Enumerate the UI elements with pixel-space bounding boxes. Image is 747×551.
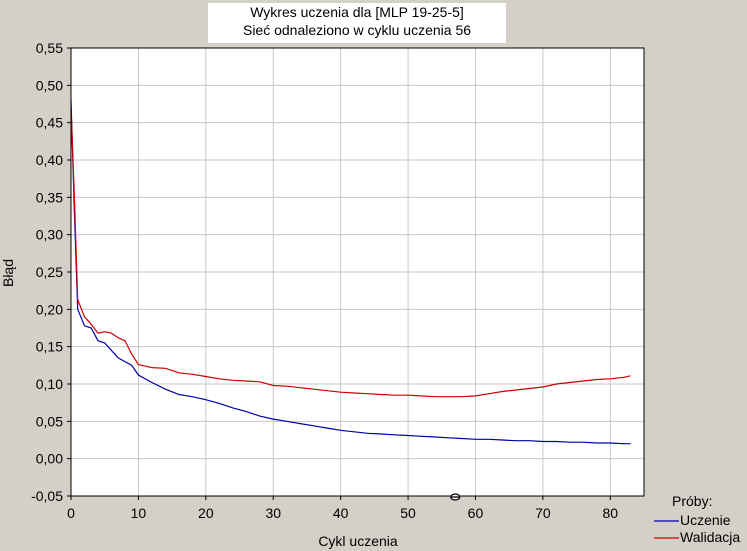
- legend-label-uczenie: Uczenie: [680, 512, 731, 528]
- chart-title-box: Wykres uczenia dla [MLP 19-25-5] Sieć od…: [208, 3, 506, 43]
- x-tick-label: 20: [198, 505, 214, 521]
- y-tick-label: -0,05: [31, 488, 63, 504]
- y-tick-label: 0,55: [36, 40, 63, 56]
- y-tick-label: 0,00: [36, 451, 63, 467]
- series-layer: [70, 100, 631, 445]
- y-tick-label: 0,20: [36, 301, 63, 317]
- y-tick-label: 0,40: [36, 152, 63, 168]
- x-tick-label: 70: [535, 505, 551, 521]
- y-tick-label: 0,25: [36, 264, 63, 280]
- y-tick-label: 0,05: [36, 413, 63, 429]
- legend-title: Próby:: [672, 493, 712, 509]
- y-tick-label: 0,10: [36, 376, 63, 392]
- x-tick-label: 0: [67, 505, 75, 521]
- legend-label-walidacja: Walidacja: [680, 529, 740, 545]
- y-tick-label: 0,35: [36, 189, 63, 205]
- y-tick-label: 0,15: [36, 339, 63, 355]
- series-line-uczenie: [70, 100, 631, 445]
- y-axis-label: Błąd: [0, 259, 16, 287]
- y-tick-label: 0,45: [36, 115, 63, 131]
- marker-layer: [450, 493, 461, 501]
- y-tick-label: 0,50: [36, 77, 63, 93]
- x-tick-label: 80: [603, 505, 619, 521]
- x-tick-label: 30: [265, 505, 281, 521]
- series-line-walidacja: [70, 107, 631, 398]
- x-tick-label: 60: [468, 505, 484, 521]
- chart-title: Wykres uczenia dla [MLP 19-25-5]: [250, 4, 464, 20]
- chart-subtitle: Sieć odnaleziono w cyklu uczenia 56: [242, 22, 472, 38]
- x-tick-label: 40: [333, 505, 349, 521]
- grid: [71, 48, 644, 496]
- ticks: 0 10 20 30 40 50 60 70 80 -0,05 0,00 0,05 0,10 0,15 0,…: [31, 40, 618, 521]
- y-tick-label: 0,30: [36, 227, 63, 243]
- legend: Próby: Uczenie Walidacja: [654, 493, 740, 545]
- x-tick-label: 10: [131, 505, 147, 521]
- x-axis-label: Cykl uczenia: [318, 533, 398, 549]
- x-tick-label: 50: [400, 505, 416, 521]
